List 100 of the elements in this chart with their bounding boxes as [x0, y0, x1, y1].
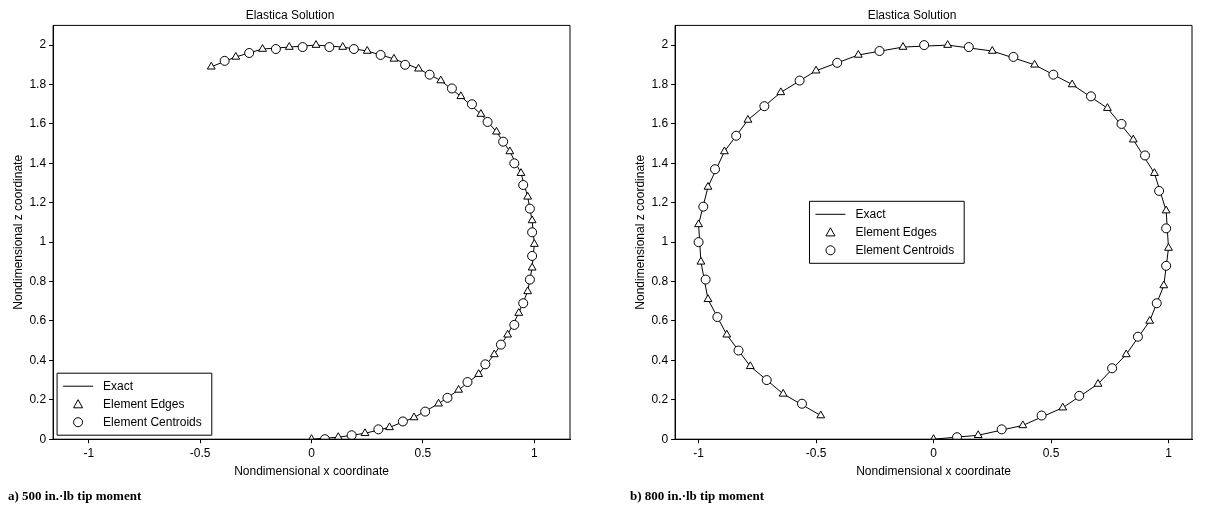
point — [1048, 69, 1059, 80]
point — [346, 430, 357, 440]
point — [973, 430, 983, 439]
point — [524, 203, 535, 214]
x-tick-label: 0 — [308, 445, 316, 460]
x-tick-label: 1 — [531, 445, 539, 460]
point — [505, 146, 515, 155]
point — [1128, 134, 1138, 143]
point — [1036, 410, 1047, 421]
point — [375, 49, 386, 60]
point — [943, 40, 953, 48]
point — [710, 164, 721, 175]
x-tick-label: 0.5 — [1042, 445, 1060, 460]
y-tick-label: 0 — [661, 431, 669, 446]
point — [1093, 379, 1103, 387]
point — [509, 319, 520, 330]
point — [952, 432, 963, 440]
point — [1164, 243, 1173, 251]
point — [219, 55, 230, 66]
point — [696, 256, 706, 265]
point — [456, 91, 466, 100]
point — [776, 87, 786, 96]
point — [503, 329, 513, 338]
x-tick-label: -1 — [83, 445, 95, 460]
y-tick-label: 1.8 — [29, 76, 47, 91]
point — [518, 298, 529, 309]
y-axis-title: Nondimensional z coordinate — [632, 154, 647, 310]
y-tick-label: 1.6 — [651, 116, 669, 131]
point — [495, 339, 506, 350]
point — [231, 51, 241, 60]
point — [1074, 390, 1085, 401]
y-axis-title: Nondimensional z coordinate — [10, 154, 25, 310]
y-tick-label: 0.8 — [651, 273, 669, 288]
point — [414, 63, 423, 72]
text: a) 500 in.·lb tip moment — [8, 488, 143, 504]
point — [420, 406, 431, 417]
point — [996, 424, 1007, 435]
point — [853, 49, 863, 58]
point — [1161, 260, 1172, 271]
point — [446, 83, 457, 94]
point — [745, 361, 755, 370]
point — [1150, 168, 1159, 176]
point — [348, 44, 359, 55]
point — [527, 227, 538, 238]
point — [492, 126, 501, 135]
chart-title: Elastica Solution — [867, 7, 957, 22]
chart-title: Elastica Solution — [245, 7, 335, 22]
point — [529, 239, 539, 247]
point — [700, 274, 711, 285]
point — [1085, 91, 1096, 102]
point — [527, 215, 537, 224]
point — [482, 116, 493, 127]
y-tick-label: 1.2 — [29, 195, 47, 210]
point — [1107, 363, 1118, 374]
y-tick-label: 0.4 — [29, 352, 47, 367]
x-tick-label: 0 — [930, 445, 938, 460]
point — [712, 312, 723, 323]
point — [987, 46, 997, 54]
point — [759, 101, 770, 112]
y-tick-label: 0.6 — [29, 313, 47, 328]
point — [816, 410, 826, 419]
point — [206, 61, 216, 70]
text: b) 800 in.·lb tip moment — [630, 488, 765, 504]
point — [527, 250, 538, 261]
point — [244, 47, 255, 58]
y-tick-label: 0 — [39, 431, 47, 446]
point — [270, 44, 281, 55]
y-tick-label: 0.2 — [651, 392, 669, 407]
point — [476, 109, 486, 117]
y-tick-label: 0.8 — [29, 273, 47, 288]
y-tick-label: 1.4 — [29, 155, 47, 170]
point — [1008, 51, 1019, 62]
point — [409, 412, 419, 421]
point — [389, 53, 399, 62]
y-tick-label: 1.2 — [651, 195, 669, 210]
point — [514, 308, 524, 316]
point — [811, 65, 821, 74]
point — [761, 375, 772, 386]
legend-label: Element Centroids — [103, 414, 202, 429]
point — [474, 369, 484, 377]
y-tick-label: 0.2 — [29, 392, 47, 407]
point — [796, 398, 807, 409]
point — [698, 201, 709, 212]
legend-label: Exact — [855, 206, 887, 221]
x-tick-label: -0.5 — [189, 445, 211, 460]
point — [297, 42, 308, 53]
point — [1159, 280, 1169, 289]
y-tick-label: 2 — [39, 37, 47, 52]
point — [324, 42, 335, 53]
point — [258, 44, 267, 52]
point — [311, 40, 321, 48]
point — [1161, 205, 1171, 214]
point — [778, 388, 788, 397]
point — [1151, 298, 1162, 309]
point — [1103, 103, 1112, 111]
x-tick-label: -1 — [693, 445, 705, 460]
point — [733, 345, 744, 356]
legend-label: Element Edges — [103, 396, 185, 411]
legend-label: Element Centroids — [855, 242, 955, 257]
point — [397, 416, 408, 427]
